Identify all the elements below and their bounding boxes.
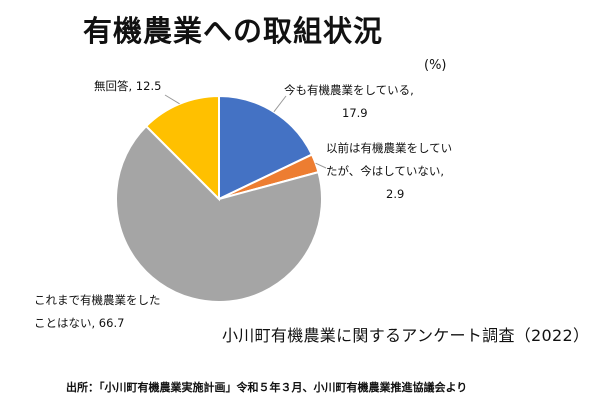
leader-line-slice-former <box>315 162 327 169</box>
slice-label-never-line-1: これまで有機農業をした <box>34 293 161 307</box>
chart-title: 有機農業への取組状況 <box>83 14 384 48</box>
leader-lines <box>164 94 327 169</box>
leader-line-slice-no-answer <box>164 94 180 105</box>
slice-label-never-line-2: ことはない, 66.7 <box>34 316 125 330</box>
slice-label-current-line-1: 今も有機農業をしている, <box>284 83 414 97</box>
slice-label-former-value: 2.9 <box>386 187 405 201</box>
slice-label-no-answer: 無回答, 12.5 <box>94 75 161 98</box>
unit-label: (%) <box>424 58 447 73</box>
slice-label-former-line-2: たが、今はしていない, <box>326 164 445 178</box>
slice-label-current: 今も有機農業をしている, 17.9 <box>284 79 414 125</box>
pie-slices <box>115 94 323 303</box>
slice-label-former: 以前は有機農業をしてい たが、今はしていない, 2.9 <box>326 137 452 206</box>
slice-label-never: これまで有機農業をした ことはない, 66.7 <box>34 289 161 335</box>
source-note: 出所：「小川町有機農業実施計画」令和５年３月、小川町有機農業推進協議会より <box>66 381 468 394</box>
slice-label-no-answer-line-1: 無回答, 12.5 <box>94 79 162 93</box>
survey-subtitle: 小川町有機農業に関するアンケート調査（2022） <box>222 326 590 345</box>
leader-line-slice-current <box>273 95 287 113</box>
slice-label-current-value: 17.9 <box>342 106 368 120</box>
slice-label-former-line-1: 以前は有機農業をしてい <box>326 141 453 155</box>
slice-never <box>115 124 323 303</box>
